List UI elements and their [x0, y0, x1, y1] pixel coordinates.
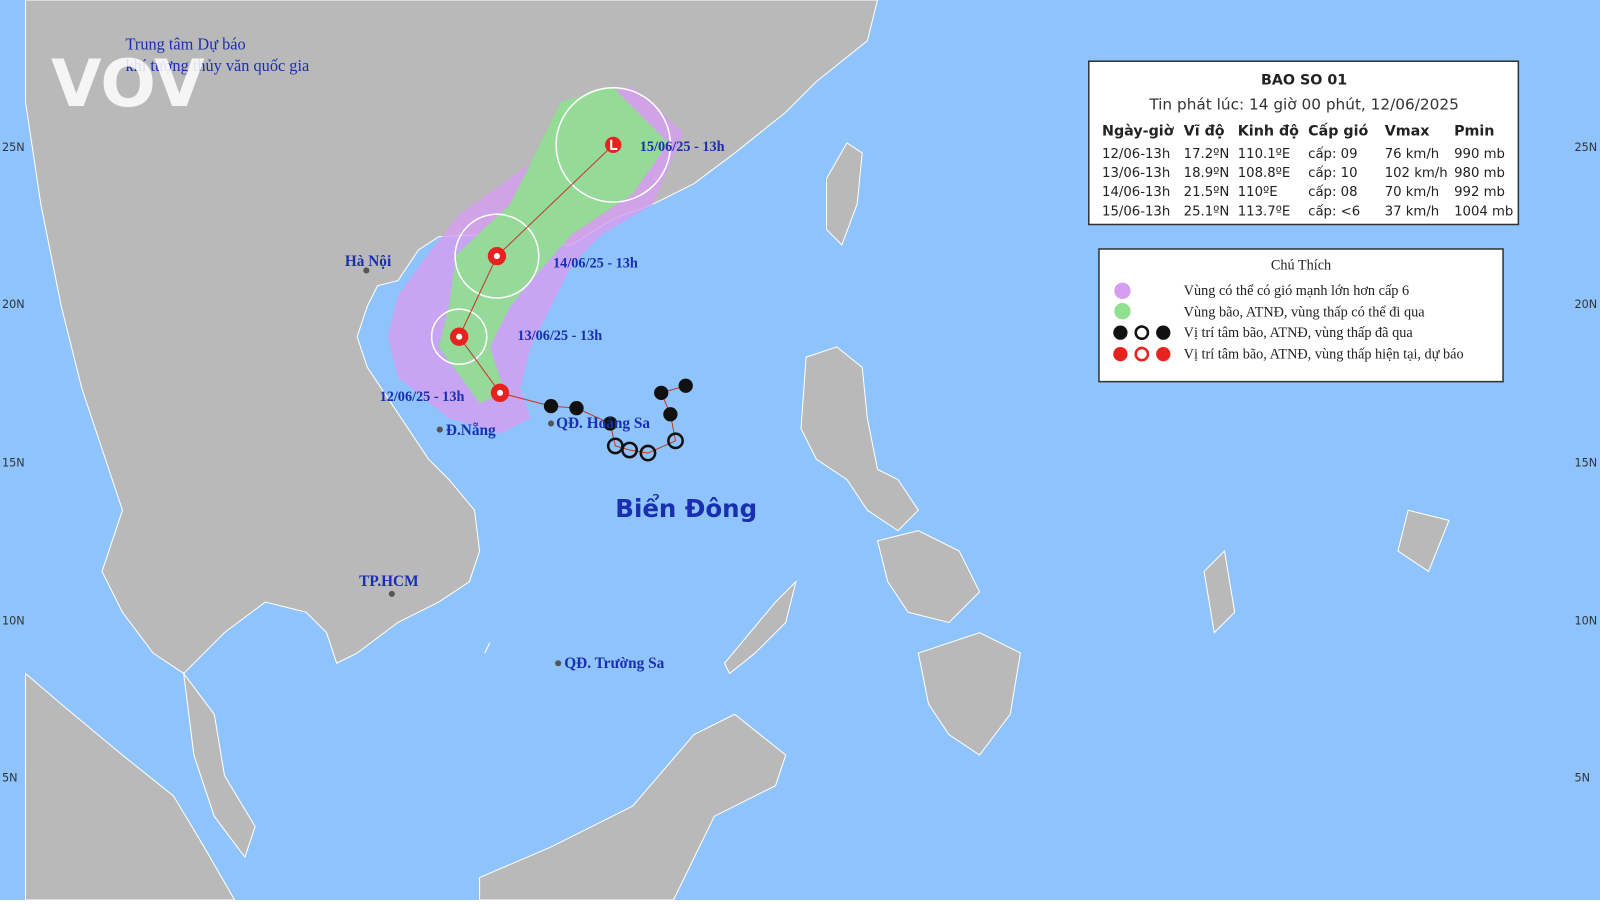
info-box: BAO SO 01 Tin phát lúc: 14 giờ 00 phút, … — [1088, 60, 1520, 226]
lat-label: 25N — [1574, 141, 1597, 154]
forecast-label: 14/06/25 - 13h — [553, 256, 638, 272]
lat-label: 10N — [1574, 614, 1597, 627]
places: Hà Nội Đ.Nẵng TP.HCM QĐ. Hoàng Sa QĐ. Tr… — [345, 253, 757, 672]
table-cell: 102 km/h — [1385, 166, 1448, 181]
table-cell: 17.2ºN — [1184, 147, 1230, 162]
place-label: QĐ. Trường Sa — [564, 655, 664, 672]
table-cell: 992 mb — [1454, 185, 1505, 200]
lat-label: 5N — [1574, 772, 1590, 785]
table-cell: 990 mb — [1454, 147, 1505, 162]
forecast-label: 15/06/25 - 13h — [640, 139, 725, 155]
table-cell: 108.8ºE — [1238, 166, 1291, 181]
logo: VOV — [51, 46, 205, 122]
table-header: Pmin — [1454, 124, 1494, 140]
table-cell: 1004 mb — [1454, 204, 1513, 219]
info-table: Ngày-giờ Vĩ độ Kinh độ Cấp gió Vmax Pmin 12/06… — [1102, 123, 1513, 220]
lat-labels: 25N 20N 15N 10N 5N 25N 20N 15N 10N 5N — [2, 141, 1597, 785]
org-line: Trung tâm Dự báo — [126, 35, 246, 54]
legend-item: Vị trí tâm bão, ATNĐ, vùng thấp đã qua — [1184, 325, 1414, 341]
forecast-positions — [450, 136, 622, 403]
table-cell: 21.5ºN — [1184, 185, 1230, 200]
table-cell: cấp: 10 — [1308, 165, 1357, 181]
lat-label: 5N — [2, 772, 18, 785]
storm-zone — [438, 86, 669, 404]
info-title: BAO SO 01 — [1261, 73, 1347, 89]
place-label: Hà Nội — [345, 253, 392, 270]
table-cell: 13/06-13h — [1102, 166, 1170, 181]
lat-label: 20N — [2, 298, 25, 311]
place-label: QĐ. Hoàng Sa — [556, 415, 650, 432]
table-header: Vĩ độ — [1184, 124, 1225, 140]
table-cell: 980 mb — [1454, 166, 1505, 181]
header: Trung tâm Dự báo khí tượng thủy văn quốc… — [51, 35, 310, 122]
table-cell: cấp: 09 — [1308, 146, 1357, 162]
table-cell: 14/06-13h — [1102, 185, 1170, 200]
table-header: Ngày-giờ — [1102, 124, 1175, 140]
lat-label: 15N — [1574, 456, 1597, 469]
table-cell: 110ºE — [1238, 185, 1278, 200]
table-cell: 25.1ºN — [1184, 204, 1230, 219]
sea-label: Biển Đông — [615, 493, 757, 523]
lat-label: 15N — [2, 456, 25, 469]
table-cell: 110.1ºE — [1238, 147, 1291, 162]
past-track — [499, 385, 686, 454]
legend-item: Vị trí tâm bão, ATNĐ, vùng thấp hiện tại… — [1184, 346, 1464, 362]
forecast-track — [458, 144, 614, 394]
table-cell: cấp: <6 — [1308, 203, 1360, 219]
table-cell: 18.9ºN — [1184, 166, 1230, 181]
org-line: khí tượng thủy văn quốc gia — [126, 56, 310, 75]
past-positions — [543, 378, 693, 462]
table-cell: 70 km/h — [1385, 185, 1440, 200]
forecast-labels: 15/06/25 - 13h 14/06/25 - 13h 13/06/25 -… — [380, 139, 725, 405]
table-cell: 15/06-13h — [1102, 204, 1170, 219]
table-header: Kinh độ — [1238, 124, 1299, 140]
legend-item: Vùng có thể có gió mạnh lớn hơn cấp 6 — [1184, 283, 1409, 299]
table-header: Cấp gió — [1308, 123, 1368, 140]
lat-label: 10N — [2, 614, 25, 627]
place-label: Đ.Nẵng — [446, 422, 496, 439]
table-cell: 12/06-13h — [1102, 147, 1170, 162]
table-cell: 37 km/h — [1385, 204, 1440, 219]
table-header: Vmax — [1385, 124, 1430, 140]
table-cell: 113.7ºE — [1238, 204, 1291, 219]
uncertainty-circles — [430, 86, 672, 366]
place-label: TP.HCM — [359, 573, 418, 590]
forecast-label: 13/06/25 - 13h — [517, 328, 602, 344]
legend-item: Vùng bão, ATNĐ, vùng thấp có thể đi qua — [1184, 305, 1426, 321]
info-issued: Tin phát lúc: 14 giờ 00 phút, 12/06/2025 — [1148, 96, 1459, 114]
table-cell: cấp: 08 — [1308, 184, 1357, 200]
lat-label: 25N — [2, 141, 25, 154]
lat-label: 20N — [1574, 298, 1597, 311]
legend-title: Chú Thích — [1271, 258, 1331, 274]
table-cell: 76 km/h — [1385, 147, 1440, 162]
forecast-label: 12/06/25 - 13h — [380, 389, 465, 405]
legend: Chú Thích Vùng có thể có gió mạnh lớn hơ… — [1098, 248, 1504, 383]
